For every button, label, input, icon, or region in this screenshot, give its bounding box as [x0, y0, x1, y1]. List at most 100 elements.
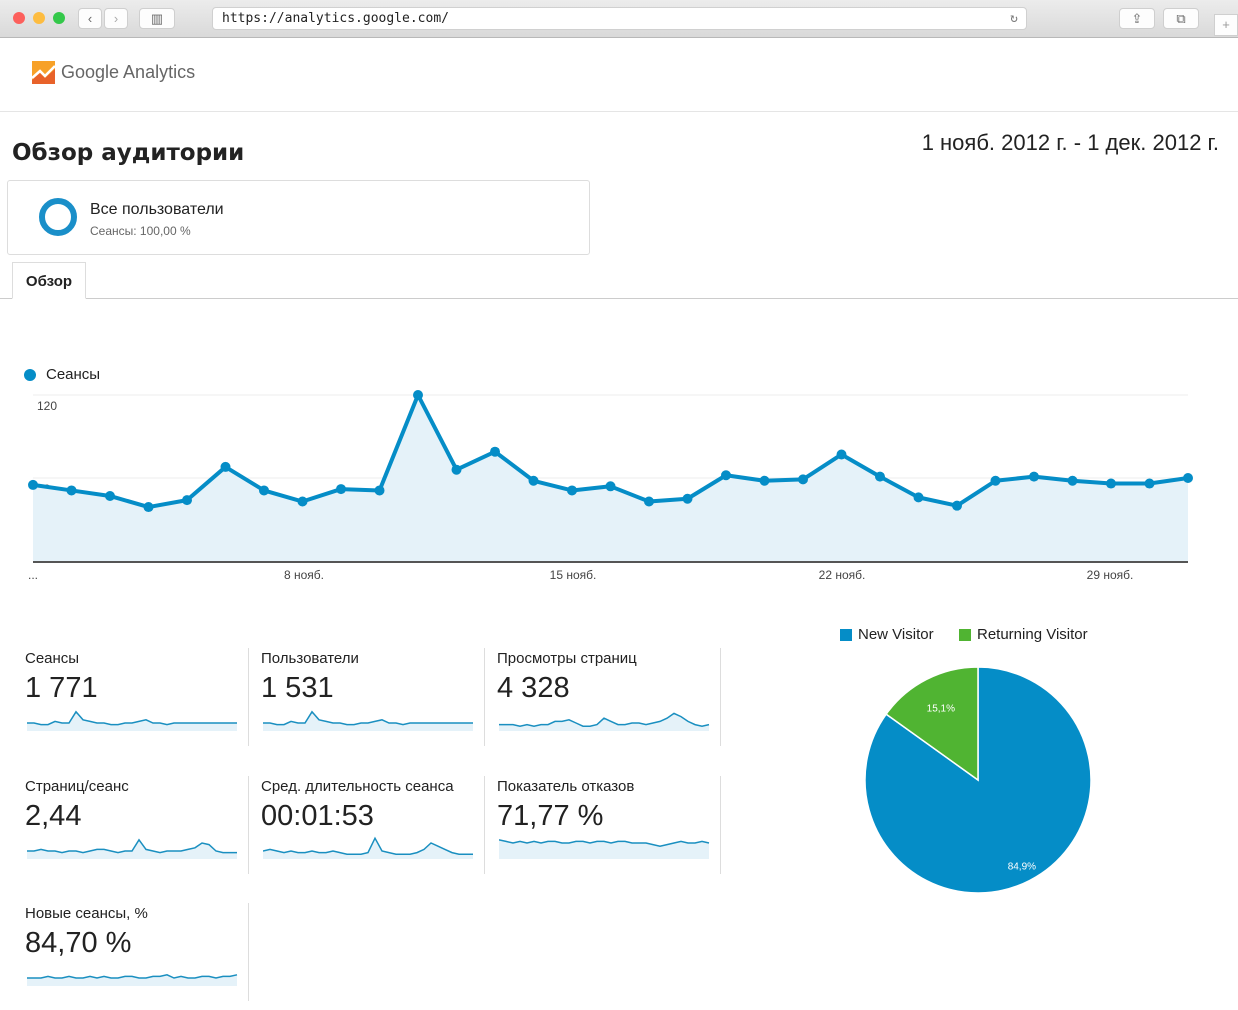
app-logo[interactable]: Google Analytics [32, 61, 195, 84]
pie-legend-label: New Visitor [858, 626, 934, 643]
reload-icon[interactable]: ↻ [1010, 11, 1018, 26]
x-tick-label: 29 нояб. [1087, 568, 1134, 582]
sparkline-line [27, 710, 237, 726]
data-point[interactable] [66, 485, 77, 496]
pie-legend-returning[interactable]: Returning Visitor [959, 626, 1088, 643]
pie-slice[interactable] [864, 666, 1092, 894]
sparkline-area [499, 713, 709, 731]
metric-card[interactable]: Пользователи 1 531 [261, 650, 497, 747]
metric-divider [484, 648, 485, 746]
metric-divider [720, 648, 721, 746]
data-point[interactable] [105, 490, 115, 501]
metric-card[interactable]: Новые сеансы, % 84,70 % [25, 905, 261, 1002]
data-point[interactable] [1067, 475, 1078, 486]
share-button[interactable]: ⇪ [1119, 8, 1155, 29]
sparkline-line [499, 712, 710, 727]
page-title: Обзор аудитории [12, 140, 245, 166]
minimize-window-button[interactable] [33, 12, 45, 24]
data-point[interactable] [28, 479, 38, 490]
data-point[interactable] [875, 471, 885, 482]
data-point[interactable] [1106, 478, 1116, 489]
maximize-window-button[interactable] [53, 12, 65, 24]
sparkline-area [27, 711, 237, 731]
address-bar[interactable]: https://analytics.google.com/ ↻ [212, 7, 1027, 30]
data-point[interactable] [451, 464, 462, 475]
data-point[interactable] [913, 492, 924, 503]
data-point[interactable] [297, 496, 308, 507]
data-point[interactable] [220, 461, 231, 472]
sparkline-area [499, 839, 709, 859]
metric-sparkline [263, 710, 473, 731]
pie-legend-new[interactable]: New Visitor [840, 626, 934, 643]
data-point[interactable] [259, 485, 269, 496]
chart-legend[interactable]: Сеансы [24, 366, 100, 383]
metric-value: 84,70 % [25, 927, 132, 959]
analytics-logo-icon [32, 61, 55, 84]
data-point[interactable] [1183, 473, 1193, 483]
data-point[interactable] [1029, 471, 1039, 482]
header-divider [0, 111, 1238, 112]
metric-card[interactable]: Сеансы 1 771 [25, 650, 261, 747]
sparkline-line [499, 839, 710, 847]
data-point[interactable] [605, 481, 616, 492]
metric-card[interactable]: Просмотры страниц 4 328 [497, 650, 733, 747]
metric-card[interactable]: Сред. длительность сеанса 00:01:53 [261, 778, 497, 875]
data-point[interactable] [721, 470, 731, 481]
segment-card[interactable]: Все пользователи Сеансы: 100,00 % [7, 180, 590, 255]
pie-legend-label: Returning Visitor [977, 626, 1088, 643]
legend-square-icon [840, 628, 852, 641]
metric-sparkline [499, 839, 710, 859]
x-tick-label: ... [28, 568, 38, 582]
sparkline-area [27, 839, 237, 859]
data-point[interactable] [567, 485, 577, 496]
data-point[interactable] [528, 475, 539, 486]
data-point[interactable] [336, 484, 346, 495]
data-point[interactable] [759, 475, 770, 486]
data-point[interactable] [1144, 478, 1155, 489]
metric-value: 2,44 [25, 800, 82, 832]
metric-value: 1 771 [25, 672, 98, 704]
data-point[interactable] [374, 485, 385, 496]
data-point[interactable] [413, 390, 423, 400]
metric-card[interactable]: Страниц/сеанс 2,44 [25, 778, 261, 875]
pie-slice[interactable] [885, 666, 979, 782]
data-point[interactable] [682, 493, 693, 504]
metric-label: Страниц/сеанс [25, 778, 129, 795]
date-range-picker[interactable]: 1 нояб. 2012 г. - 1 дек. 2012 г. [921, 130, 1219, 155]
close-window-button[interactable] [13, 12, 25, 24]
back-button[interactable]: ‹ [78, 8, 102, 29]
tabs-overview-button[interactable]: ⧉ [1163, 8, 1199, 29]
data-point[interactable] [798, 474, 808, 485]
metric-sparkline [27, 838, 237, 859]
tab-overview[interactable]: Обзор [12, 262, 86, 299]
sidebar-toggle-button[interactable]: ▥ [139, 8, 175, 29]
y-tick-label: 120 [37, 399, 57, 413]
sparkline-line [27, 974, 238, 979]
data-point[interactable] [182, 495, 192, 506]
metric-divider [248, 776, 249, 874]
metric-card[interactable]: Показатель отказов 71,77 % [497, 778, 733, 875]
metric-value: 00:01:53 [261, 800, 374, 832]
data-point[interactable] [644, 496, 654, 507]
sparkline-area [263, 711, 473, 731]
x-tick-label: 15 нояб. [550, 568, 597, 582]
metric-label: Просмотры страниц [497, 650, 637, 667]
metric-label: Показатель отказов [497, 778, 635, 795]
data-point[interactable] [490, 446, 500, 457]
sparkline-line [263, 710, 473, 726]
metric-label: Сред. длительность сеанса [261, 778, 454, 795]
metric-value: 71,77 % [497, 800, 604, 832]
data-point[interactable] [952, 500, 962, 511]
metric-label: Сеансы [25, 650, 80, 667]
metric-label: Пользователи [261, 650, 359, 667]
segment-name: Все пользователи [90, 201, 224, 218]
data-point[interactable] [143, 502, 154, 513]
metric-divider [484, 776, 485, 874]
area-fill [33, 395, 1188, 561]
metric-label: Новые сеансы, % [25, 905, 148, 922]
url-text: https://analytics.google.com/ [222, 11, 449, 26]
data-point[interactable] [836, 449, 847, 460]
forward-button[interactable]: › [104, 8, 128, 29]
sparkline-line [27, 838, 237, 854]
data-point[interactable] [990, 475, 1001, 486]
